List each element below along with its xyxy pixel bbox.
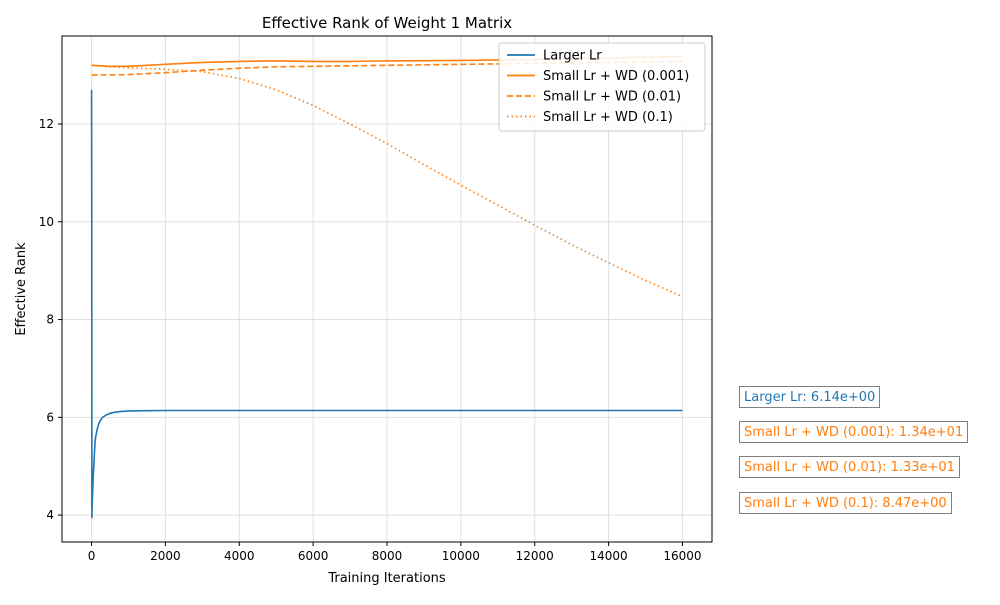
legend-box [498, 42, 706, 132]
final-value-annotation-2: Small Lr + WD (0.001): 1.34e+01 [739, 421, 969, 443]
x-tick-label: 10000 [442, 549, 480, 563]
final-value-annotation-3: Small Lr + WD (0.01): 1.33e+01 [739, 456, 960, 478]
x-tick-label: 6000 [298, 549, 329, 563]
series-line-1 [90, 89, 683, 519]
x-tick-label: 4000 [224, 549, 255, 563]
final-value-annotation-1: Larger Lr: 6.14e+00 [739, 386, 881, 408]
y-tick-label: 4 [46, 508, 54, 522]
x-axis-ticks: 0 2000 4000 6000 8000 10000 12000 14000 16000 [88, 542, 702, 563]
x-tick-label: 2000 [150, 549, 181, 563]
y-tick-label: 12 [39, 117, 54, 131]
x-tick-label: 0 [88, 549, 96, 563]
x-tick-label: 12000 [516, 549, 554, 563]
x-tick-label: 8000 [372, 549, 403, 563]
legend-label-3: Small Lr + WD (0.01) [543, 90, 681, 105]
x-axis-label: Training Iterations [327, 571, 446, 586]
y-axis-label: Effective Rank [14, 242, 29, 336]
legend: Larger Lr Small Lr + WD (0.001) Small Lr +… [498, 42, 706, 132]
legend-label-2: Small Lr + WD (0.001) [543, 69, 689, 84]
chart-title: Effective Rank of Weight 1 Matrix [262, 14, 512, 32]
y-tick-label: 6 [46, 410, 54, 424]
final-value-annotation-4: Small Lr + WD (0.1): 8.47e+00 [739, 492, 952, 514]
legend-label-1: Larger Lr [543, 49, 602, 64]
y-axis-ticks: 4 6 8 10 12 [39, 117, 62, 522]
legend-label-4: Small Lr + WD (0.1) [543, 110, 673, 125]
y-tick-label: 8 [46, 313, 54, 327]
y-tick-label: 10 [39, 215, 54, 229]
x-tick-label: 16000 [663, 549, 701, 563]
x-tick-label: 14000 [589, 549, 627, 563]
series-line-4 [91, 64, 683, 298]
